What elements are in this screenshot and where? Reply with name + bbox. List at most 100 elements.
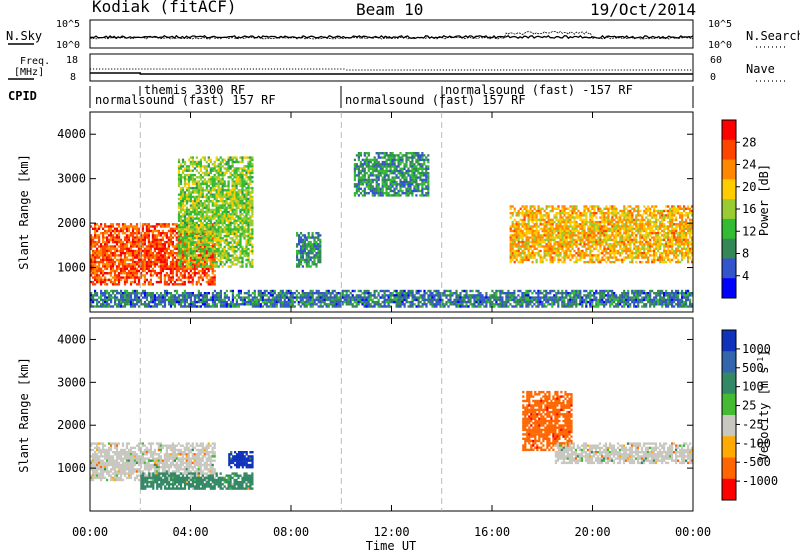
heat-cell	[655, 227, 658, 230]
heat-cell	[123, 227, 127, 230]
heat-cell	[357, 152, 360, 155]
heat-cell	[601, 225, 604, 228]
heat-cell	[231, 163, 234, 166]
heat-cell	[513, 243, 516, 246]
heat-cell	[221, 184, 224, 188]
heat-cell	[583, 223, 586, 226]
heat-cell	[211, 250, 214, 253]
heat-cell	[231, 200, 234, 203]
heat-cell	[595, 220, 598, 224]
heat-cell	[513, 229, 516, 233]
heat-cell	[583, 240, 586, 244]
heat-cell	[425, 156, 428, 159]
heat-cell	[141, 223, 144, 226]
heat-cell	[113, 252, 117, 255]
heat-cell	[175, 227, 178, 230]
heat-cell	[521, 229, 524, 233]
heat-cell	[575, 258, 578, 262]
heat-cell	[565, 249, 568, 253]
heat-cell	[185, 217, 189, 220]
heat-cell	[131, 263, 135, 266]
heat-cell	[243, 197, 246, 201]
heat-cell	[563, 214, 566, 217]
heat-cell	[553, 256, 556, 259]
heat-cell	[239, 204, 242, 207]
heat-cell	[201, 269, 204, 273]
heat-cell	[243, 252, 246, 255]
heat-cell	[557, 243, 560, 246]
heat-cell	[531, 225, 534, 228]
heat-cell	[121, 243, 125, 246]
heat-cell	[175, 238, 178, 242]
heat-cell	[251, 263, 254, 266]
heat-cell	[617, 216, 620, 219]
heat-cell	[185, 239, 189, 242]
heat-cell	[545, 252, 548, 255]
heat-cell	[233, 217, 236, 220]
heat-cell	[231, 204, 234, 207]
heat-cell	[141, 258, 144, 262]
freq-tick-bottom: 8	[70, 72, 76, 83]
heat-cell	[539, 260, 542, 264]
heat-cell	[407, 174, 410, 177]
heat-cell	[383, 172, 386, 175]
heat-cell	[615, 249, 618, 253]
heat-cell	[551, 245, 554, 248]
heat-cell	[375, 183, 378, 186]
heat-cell	[205, 230, 208, 233]
heat-cell	[102, 269, 105, 273]
heat-cell	[245, 215, 248, 218]
heat-cell	[611, 214, 614, 217]
heat-cell	[645, 229, 648, 233]
heat-cell	[177, 228, 181, 231]
heat-cell	[565, 229, 568, 233]
heat-cell	[583, 207, 586, 210]
heat-cell	[555, 243, 558, 246]
heat-cell	[411, 172, 414, 175]
heat-cell	[106, 238, 109, 242]
heat-cell	[229, 237, 232, 240]
heat-cell	[171, 274, 174, 277]
heat-cell	[185, 193, 189, 196]
heat-cell	[247, 221, 250, 225]
heat-cell	[151, 252, 154, 255]
heat-cell	[643, 234, 646, 237]
heat-cell	[563, 260, 566, 264]
heat-cell	[241, 200, 244, 203]
heat-cell	[395, 167, 398, 170]
heat-cell	[511, 240, 514, 244]
heat-cell	[595, 205, 598, 208]
heat-cell	[109, 225, 113, 228]
heat-cell	[517, 209, 520, 213]
heat-cell	[143, 274, 146, 277]
heat-cell	[225, 230, 228, 233]
heat-cell	[235, 158, 238, 161]
heat-cell	[593, 207, 596, 210]
heat-cell	[133, 238, 137, 242]
heat-cell	[377, 178, 380, 182]
heat-cell	[597, 249, 600, 253]
heat-cell	[197, 265, 200, 268]
heat-cell	[191, 263, 194, 266]
heat-cell	[185, 165, 189, 168]
heat-cell	[311, 247, 314, 250]
heat-cell	[645, 209, 648, 213]
heat-cell	[307, 232, 310, 235]
heat-cell	[217, 226, 220, 229]
heat-cell	[231, 206, 234, 209]
heat-cell	[645, 234, 648, 237]
heat-cell	[567, 214, 570, 217]
heat-cell	[621, 212, 624, 215]
heat-cell	[139, 260, 143, 264]
heat-cell	[153, 227, 156, 230]
heat-cell	[189, 280, 192, 284]
heat-cell	[213, 236, 216, 239]
heat-cell	[201, 186, 204, 190]
heat-cell	[407, 167, 410, 170]
heat-cell	[565, 247, 568, 250]
heat-cell	[643, 225, 646, 228]
heat-cell	[233, 230, 236, 233]
heat-cell	[195, 228, 198, 231]
heat-cell	[179, 202, 183, 205]
heat-cell	[223, 182, 226, 185]
